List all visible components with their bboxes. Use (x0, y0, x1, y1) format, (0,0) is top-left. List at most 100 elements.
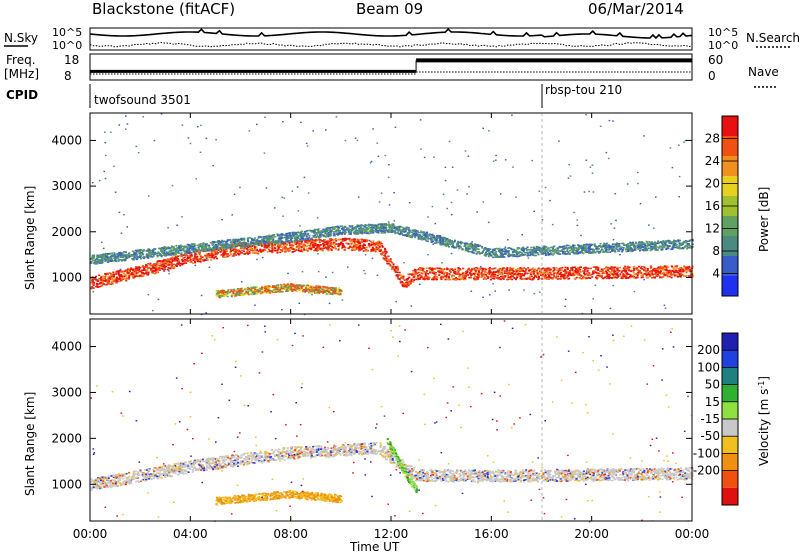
data-cell (239, 252, 242, 254)
data-cell (196, 258, 199, 261)
data-cell (187, 260, 190, 262)
data-cell (324, 246, 327, 249)
data-cell (134, 254, 137, 257)
data-cell (602, 277, 605, 279)
data-cell (646, 269, 649, 272)
data-cell (139, 249, 142, 252)
data-cell (641, 275, 644, 277)
data-cell (257, 252, 260, 255)
data-cell (111, 278, 114, 280)
data-cell (629, 250, 632, 252)
data-cell (268, 235, 271, 238)
data-cell (148, 252, 151, 255)
data-cell (217, 242, 220, 245)
data-cell (337, 243, 340, 245)
data-cell (477, 276, 480, 278)
data-cell (237, 251, 240, 253)
data-cell (175, 258, 177, 261)
data-cell (683, 246, 686, 249)
data-cell (90, 282, 93, 284)
data-cell (416, 276, 419, 278)
data-cell (560, 249, 563, 251)
data-cell (446, 267, 449, 269)
data-cell (449, 271, 452, 273)
data-cell (488, 269, 491, 272)
data-cell (91, 277, 94, 280)
data-cell (104, 283, 107, 286)
data-cell (553, 251, 556, 253)
data-cell (517, 273, 520, 276)
data-cell (225, 249, 228, 252)
data-cell (262, 242, 265, 245)
data-cell (424, 234, 427, 237)
data-cell (291, 234, 294, 237)
data-cell (492, 256, 495, 259)
data-cell (393, 269, 396, 272)
data-cell (439, 276, 442, 279)
data-cell (545, 246, 548, 248)
data-cell (440, 271, 443, 273)
data-cell (347, 243, 350, 245)
data-cell (104, 252, 107, 255)
data-cell (449, 270, 452, 272)
data-cell (652, 269, 655, 272)
data-cell (267, 248, 270, 251)
data-cell (337, 245, 340, 247)
data-cell (676, 240, 679, 243)
data-cell (130, 267, 133, 269)
data-cell (327, 247, 330, 249)
data-cell (247, 252, 250, 254)
data-cell (254, 248, 257, 250)
data-cell (243, 239, 246, 241)
data-cell (444, 275, 447, 277)
data-cell (662, 271, 665, 274)
data-cell (208, 254, 211, 257)
data-cell (331, 226, 334, 228)
data-cell (672, 273, 675, 275)
data-cell (538, 268, 541, 270)
data-cell (397, 227, 400, 229)
data-cell (592, 251, 595, 254)
data-cell (306, 241, 309, 243)
data-cell (446, 242, 449, 245)
data-cell (607, 276, 610, 279)
data-cell (600, 249, 603, 252)
data-cell (137, 269, 140, 272)
data-cell (488, 270, 491, 273)
data-cell (91, 255, 94, 257)
data-cell (224, 256, 227, 258)
data-cell (446, 237, 449, 240)
data-cell (603, 267, 606, 270)
data-cell (451, 274, 454, 277)
data-cell (561, 266, 564, 269)
data-cell (464, 272, 467, 275)
data-cell (673, 271, 676, 273)
data-cell (105, 273, 108, 276)
data-cell (198, 253, 201, 256)
data-cell (218, 243, 221, 246)
data-cell (417, 276, 420, 278)
data-cell (257, 244, 260, 246)
data-cell (290, 244, 293, 246)
data-cell (390, 229, 393, 231)
data-cell (448, 278, 451, 281)
data-cell (662, 267, 664, 269)
data-cell (271, 247, 274, 250)
data-cell (116, 280, 119, 283)
data-cell (605, 266, 608, 268)
data-cell (375, 246, 378, 248)
data-cell (95, 261, 98, 264)
data-cell (506, 272, 509, 275)
data-cell (227, 239, 230, 241)
data-cell (511, 248, 514, 250)
data-cell (102, 282, 105, 285)
data-cell (670, 271, 672, 274)
data-cell (582, 277, 584, 279)
data-cell (563, 274, 566, 276)
data-cell (332, 232, 335, 235)
data-cell (150, 253, 153, 255)
data-cell (621, 248, 624, 251)
data-cell (234, 253, 237, 256)
data-cell (181, 255, 184, 257)
data-cell (593, 243, 596, 246)
